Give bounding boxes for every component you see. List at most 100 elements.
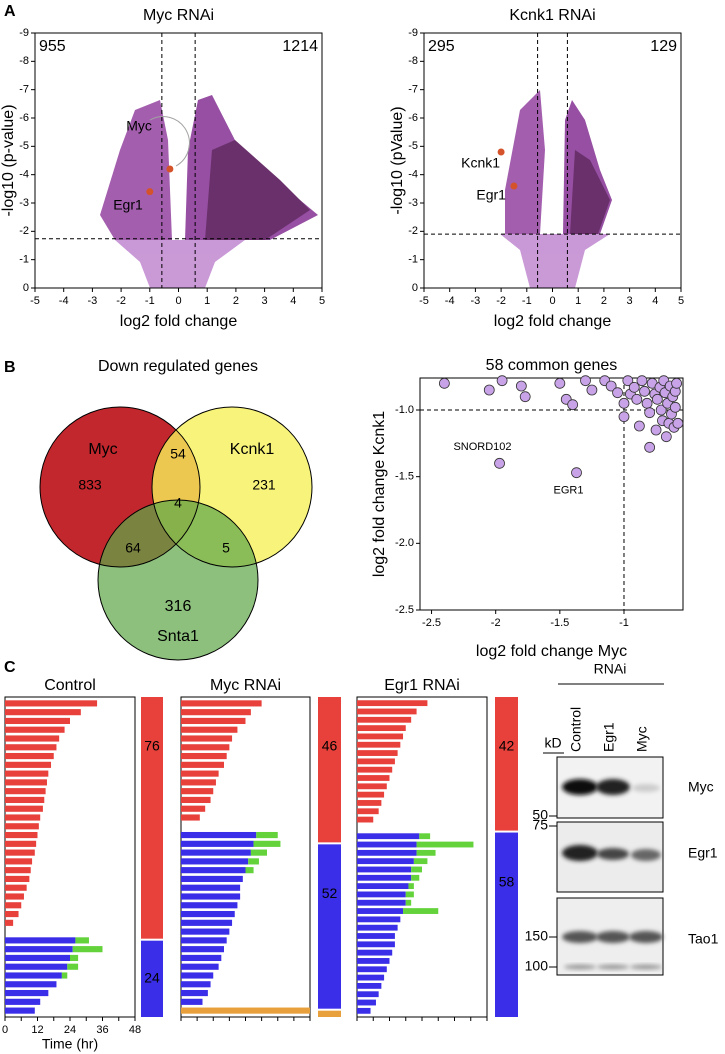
fraction-label: 58 [499, 873, 515, 889]
lane-label: Control [568, 707, 584, 752]
cycle-bar [5, 1007, 35, 1014]
x-tick-label: 5 [319, 295, 325, 307]
y-tick-label: -1 [408, 254, 418, 266]
cycle-bar [5, 796, 45, 804]
cycle-bar [357, 891, 406, 898]
cycle-bar [357, 982, 382, 989]
cycle-bar [181, 796, 211, 804]
y-tick-label: 0 [412, 282, 418, 294]
cycle-bar [181, 849, 251, 856]
western-blot: RNAi Control Egr1 Myc kD 50 75 150 100 M… [525, 661, 719, 976]
extension-bar [67, 963, 79, 970]
point [660, 431, 672, 443]
highlight-label: Egr1 [113, 196, 143, 212]
cycle-bar [181, 919, 233, 926]
cycle-bar [181, 840, 254, 847]
cycle-bar [5, 779, 47, 786]
y-tick-label: -7 [19, 84, 29, 96]
point [483, 384, 495, 396]
extension-bar [248, 858, 259, 865]
cycle-bar [357, 708, 417, 715]
point [567, 399, 579, 411]
cycle-bar [357, 941, 395, 948]
marker-label: 75 [532, 817, 548, 833]
down-count: 295 [428, 38, 455, 55]
cycle-bar [5, 752, 54, 760]
point [618, 397, 630, 409]
venn-set [98, 500, 258, 660]
cycle-bar [181, 788, 214, 795]
y-tick-label: -5 [19, 140, 29, 152]
highlight-point [166, 165, 174, 173]
cycle-bar [181, 1007, 310, 1014]
x-tick-label: -1.5 [550, 617, 569, 629]
y-tick-label: -2.5 [395, 604, 414, 616]
cycle-bar [5, 744, 57, 751]
cycle-bar [357, 858, 414, 865]
point [580, 375, 591, 387]
cycle-bar [181, 717, 246, 725]
cycle-bar [357, 949, 393, 956]
point [515, 380, 527, 392]
cycle-bar [5, 717, 70, 725]
cycle-bar [357, 783, 387, 790]
fraction-segment [318, 697, 341, 843]
point [639, 385, 650, 397]
point-cloud [500, 90, 612, 288]
highlight-point [497, 148, 505, 156]
region-count: 64 [125, 540, 141, 556]
venn-title: Down regulated genes [98, 358, 258, 375]
cycle-bar [5, 814, 41, 821]
x-tick-label: 3 [262, 295, 268, 307]
cycle-bar [5, 761, 52, 768]
protein-label: Myc [688, 779, 714, 795]
chart-title: Myc RNAi [210, 677, 281, 694]
cycle-bar [5, 937, 76, 944]
fraction-label: 24 [144, 970, 160, 986]
cycle-bar [357, 800, 382, 806]
cycle-bar [181, 902, 238, 909]
cycle-bar [357, 791, 385, 798]
y-tick-label: -6 [19, 112, 29, 124]
x-axis-label: log2 fold change [494, 313, 612, 330]
point [554, 377, 566, 389]
x-axis-label: log2 fold change Myc [476, 643, 627, 660]
point [650, 424, 662, 436]
cycle-bar [181, 709, 251, 716]
cycle-bar [5, 867, 31, 874]
cycle-bar [5, 700, 98, 707]
x-tick-label: -2.5 [422, 617, 441, 629]
y-axis-label: -log10 (p-value) [0, 104, 17, 216]
lane-label: Egr1 [601, 722, 617, 752]
y-tick-label: -6 [408, 112, 418, 124]
cycle-bar [5, 902, 22, 909]
x-tick-label: 0 [175, 295, 181, 307]
x-tick-label: 0 [549, 295, 555, 307]
fraction-label: 46 [322, 738, 338, 754]
lane-label: Myc [634, 726, 650, 752]
extension-bar [253, 840, 281, 847]
cycle-bar [181, 910, 235, 918]
extension-bar [403, 908, 439, 914]
extension-bar [419, 833, 431, 840]
point [496, 375, 508, 387]
fraction-segment [141, 940, 163, 1017]
cycle-bar [181, 744, 230, 751]
x-tick-label: -3 [471, 295, 481, 307]
y-tick-label: -2 [19, 225, 29, 237]
cycle-bar [357, 750, 398, 756]
cycle-bar [357, 974, 385, 981]
x-tick-label: 4 [290, 295, 296, 307]
chart-title: Egr1 RNAi [384, 677, 460, 694]
cycle-bar [357, 933, 395, 939]
plot-frame [419, 377, 684, 611]
point [672, 417, 684, 429]
cycle-bar [357, 716, 412, 723]
point [655, 404, 667, 416]
fraction-segment [495, 697, 518, 831]
blot-header: RNAi [594, 661, 627, 677]
highlight-label: Egr1 [476, 187, 506, 203]
highlight-point [146, 188, 154, 196]
point [671, 377, 682, 389]
fraction-label: 42 [499, 738, 515, 754]
